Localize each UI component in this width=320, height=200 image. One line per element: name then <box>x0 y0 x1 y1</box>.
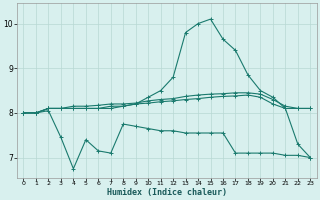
X-axis label: Humidex (Indice chaleur): Humidex (Indice chaleur) <box>107 188 227 197</box>
